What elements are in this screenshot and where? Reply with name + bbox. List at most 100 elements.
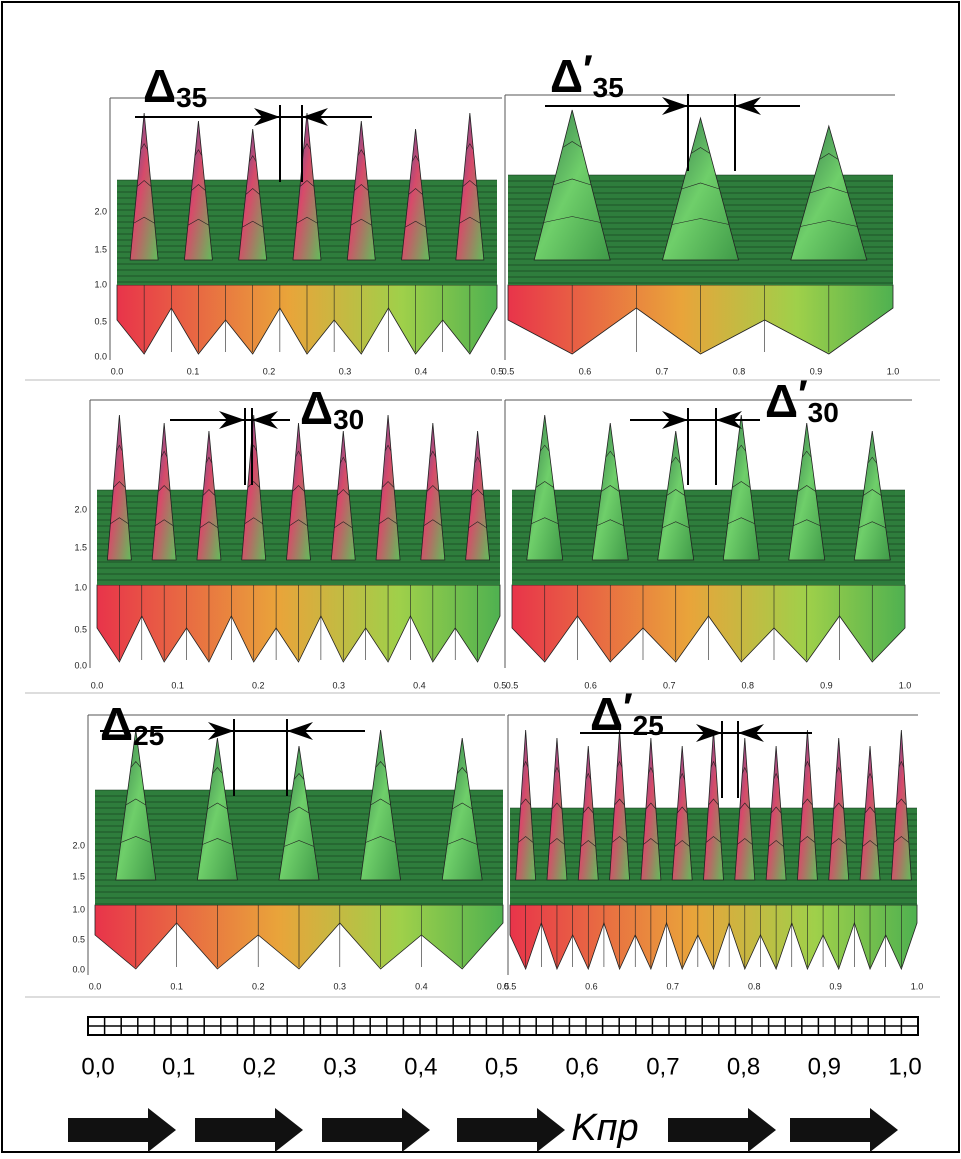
x-tick-label: 1.0 bbox=[911, 981, 924, 991]
scale-tick-label: 0,5 bbox=[485, 1053, 518, 1080]
x-tick-label: 1.0 bbox=[887, 366, 900, 376]
delta-subscript: 30 bbox=[808, 397, 839, 428]
x-tick-label: 0.6 bbox=[585, 981, 598, 991]
delta-prime: ′ bbox=[798, 373, 808, 417]
x-tick-label: 0.1 bbox=[187, 366, 200, 376]
direction-arrow bbox=[668, 1108, 776, 1152]
x-tick-label: 0.0 bbox=[89, 981, 102, 991]
y-tick-label: 0.5 bbox=[74, 624, 87, 634]
delta-label: Δ25 bbox=[100, 698, 164, 751]
x-tick-label: 0.4 bbox=[415, 366, 428, 376]
delta-symbol: Δ bbox=[300, 382, 333, 434]
x-tick-label: 0.9 bbox=[820, 680, 833, 690]
x-tick-label: 0.8 bbox=[733, 366, 746, 376]
x-tick-label: 0.9 bbox=[829, 981, 842, 991]
y-tick-label: 2.0 bbox=[74, 504, 87, 514]
x-tick-label: 0.0 bbox=[91, 680, 104, 690]
x-tick-label: 0.5 bbox=[502, 366, 515, 376]
axis-label: Kпр bbox=[571, 1107, 638, 1149]
panel: 0.5 0.6 0.7 0.8 0.9 1.0 Δ′35 bbox=[502, 48, 900, 377]
y-tick-label: 0.0 bbox=[74, 660, 87, 670]
scale-tick-label: 0,4 bbox=[404, 1053, 437, 1080]
scale-tick-label: 0,8 bbox=[727, 1053, 760, 1080]
x-tick-label: 0.5 bbox=[506, 680, 519, 690]
x-tick-label: 0.2 bbox=[252, 981, 265, 991]
y-tick-label: 1.5 bbox=[94, 244, 107, 254]
y-tick-label: 0.0 bbox=[94, 351, 107, 361]
direction-arrow bbox=[195, 1108, 303, 1152]
y-tick-label: 2.0 bbox=[94, 206, 107, 216]
delta-symbol: Δ bbox=[765, 375, 798, 427]
x-tick-label: 0.7 bbox=[667, 981, 680, 991]
surface-peak bbox=[891, 730, 911, 880]
figure: 0,0 0,1 0,2 0,3 0,4 0,5 0,6 0,7 0,8 0,9 1,0 Kпр 0.0… bbox=[0, 0, 961, 1154]
surface-peak bbox=[704, 730, 724, 880]
scale-tick-label: 0,7 bbox=[646, 1053, 679, 1080]
delta-prime: ′ bbox=[583, 48, 593, 92]
surface-peak bbox=[527, 415, 563, 560]
scale-tick-label: 0,2 bbox=[243, 1053, 276, 1080]
surface-peak bbox=[376, 415, 400, 560]
delta-subscript: 25 bbox=[633, 710, 664, 741]
delta-label: Δ30 bbox=[300, 382, 364, 435]
x-tick-label: 0.5 bbox=[504, 981, 517, 991]
delta-subscript: 35 bbox=[593, 72, 624, 103]
delta-prime: ′ bbox=[623, 686, 633, 730]
x-tick-label: 0.9 bbox=[810, 366, 823, 376]
x-tick-label: 0.2 bbox=[263, 366, 276, 376]
scale-tick-label: 0,1 bbox=[162, 1053, 195, 1080]
scale-tick-label: 0,6 bbox=[566, 1053, 599, 1080]
x-tick-label: 0.2 bbox=[252, 680, 265, 690]
scale-tick-label: 1,0 bbox=[888, 1053, 921, 1080]
surface-peak bbox=[797, 730, 817, 880]
scale-tick-label: 0,9 bbox=[808, 1053, 841, 1080]
x-tick-label: 0.1 bbox=[170, 981, 183, 991]
direction-arrow bbox=[790, 1108, 898, 1152]
x-tick-label: 0.3 bbox=[339, 366, 352, 376]
delta-label: Δ35 bbox=[143, 60, 207, 113]
delta-symbol: Δ bbox=[143, 60, 176, 112]
x-tick-label: 0.3 bbox=[334, 981, 347, 991]
panel: 0.00.10.20.30.40.50.00.51.01.52.0Δ35 bbox=[94, 60, 503, 376]
y-tick-label: 1.0 bbox=[74, 582, 87, 592]
y-tick-label: 0.5 bbox=[94, 316, 107, 326]
x-tick-label: 0.7 bbox=[656, 366, 669, 376]
panel: 0.50.60.70.80.91.0Δ′30 bbox=[505, 373, 912, 691]
x-tick-label: 0.3 bbox=[333, 680, 346, 690]
direction-arrow bbox=[457, 1108, 565, 1152]
x-tick-label: 0.0 bbox=[111, 366, 124, 376]
surface-peak bbox=[723, 415, 759, 560]
y-tick-label: 1.0 bbox=[72, 904, 85, 914]
delta-symbol: Δ bbox=[100, 698, 133, 750]
x-tick-label: 0.4 bbox=[413, 680, 426, 690]
delta-subscript: 30 bbox=[333, 404, 364, 435]
x-tick-label: 0.1 bbox=[171, 680, 184, 690]
x-tick-label: 0.8 bbox=[742, 680, 755, 690]
delta-subscript: 35 bbox=[176, 82, 207, 113]
y-tick-label: 0.0 bbox=[72, 964, 85, 974]
y-tick-label: 1.0 bbox=[94, 279, 107, 289]
surface-peak bbox=[107, 415, 131, 560]
x-tick-label: 0.4 bbox=[415, 981, 428, 991]
delta-label: Δ′30 bbox=[765, 373, 839, 429]
surface-band bbox=[512, 490, 905, 585]
scale-tick-label: 0,3 bbox=[323, 1053, 356, 1080]
delta-symbol: Δ bbox=[550, 50, 583, 102]
direction-arrow bbox=[322, 1108, 430, 1152]
x-tick-label: 0.6 bbox=[579, 366, 592, 376]
panel: 0.50.60.70.80.91.0Δ′25 bbox=[504, 686, 924, 992]
surface-peak bbox=[516, 730, 536, 880]
y-tick-label: 1.5 bbox=[74, 542, 87, 552]
x-tick-label: 1.0 bbox=[899, 680, 912, 690]
surface-peak bbox=[610, 730, 630, 880]
delta-subscript: 25 bbox=[133, 720, 164, 751]
y-tick-label: 1.5 bbox=[72, 871, 85, 881]
scale: 0,0 0,1 0,2 0,3 0,4 0,5 0,6 0,7 0,8 0,9 1,0 Kпр bbox=[68, 1017, 922, 1152]
scale-tick-label: 0,0 bbox=[81, 1053, 114, 1080]
x-tick-label: 0.7 bbox=[663, 680, 676, 690]
y-tick-label: 2.0 bbox=[72, 840, 85, 850]
x-tick-label: 0.8 bbox=[748, 981, 761, 991]
y-tick-label: 0.5 bbox=[72, 934, 85, 944]
